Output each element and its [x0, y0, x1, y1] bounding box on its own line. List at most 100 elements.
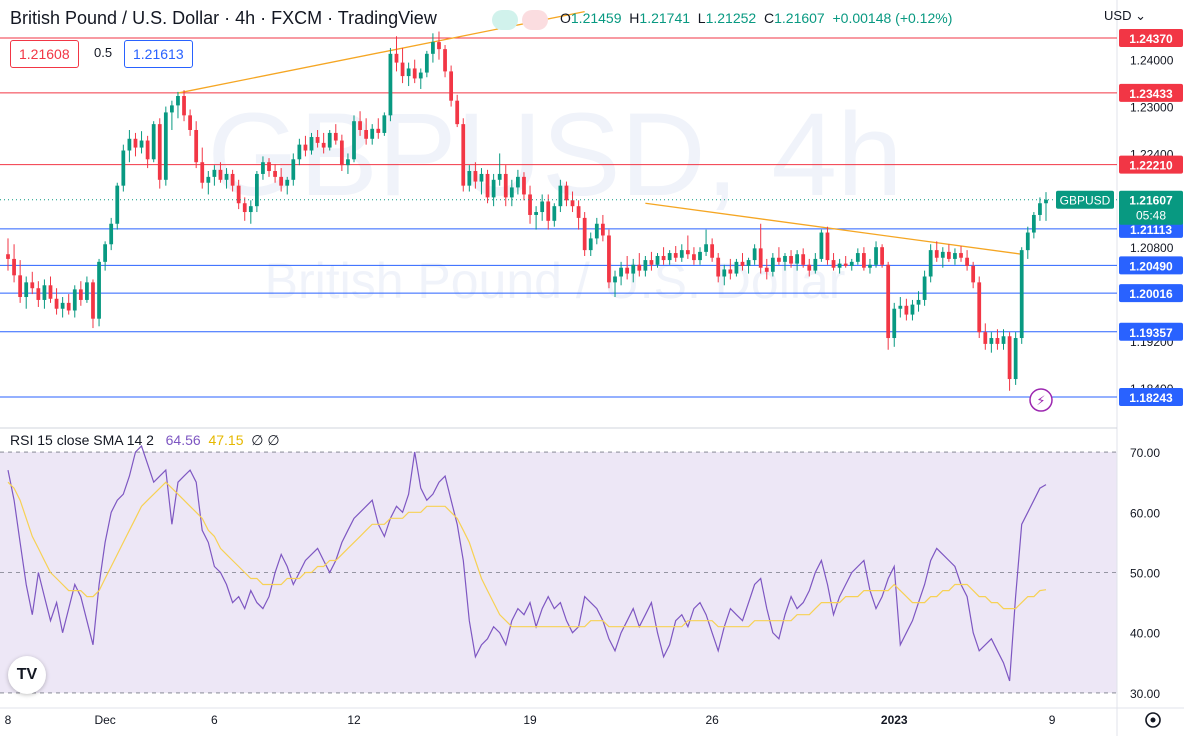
time-tick-label: 12 — [347, 713, 361, 727]
candle-body — [667, 253, 672, 261]
candle-body — [85, 282, 89, 300]
rsi-legend: RSI 15 close SMA 14 2 64.56 47.15 ∅ ∅ — [10, 432, 280, 449]
tradingview-logo[interactable]: TV — [8, 656, 46, 694]
candle-body — [437, 42, 441, 50]
candle-body — [880, 247, 884, 265]
candle-body — [473, 171, 478, 182]
lightning-glyph: ⚡ — [1036, 394, 1045, 409]
spread-value: 0.5 — [94, 45, 113, 60]
support-level-label: 1.18243 — [1129, 391, 1173, 405]
currency-label: USD — [1104, 8, 1132, 23]
candle-body — [564, 185, 569, 201]
candle-body — [18, 275, 23, 298]
last-price-label: 1.21607 — [1129, 194, 1173, 208]
last-price-label-bg — [1119, 190, 1183, 225]
candle-body — [886, 264, 891, 339]
candle-body — [734, 261, 739, 274]
candle-body — [940, 251, 945, 258]
candle-body — [370, 128, 375, 139]
candle-body — [916, 299, 921, 305]
resistance-level-label: 1.22210 — [1129, 159, 1173, 173]
candle-body — [206, 176, 211, 183]
candle-body — [443, 49, 447, 72]
candle-body — [449, 71, 454, 101]
support-level-label-bg — [1119, 256, 1183, 275]
candle-body — [382, 115, 387, 133]
candle-body — [194, 129, 199, 163]
candle-body — [133, 138, 138, 148]
chart-title: British Pound / U.S. Dollar · 4h · FXCM … — [10, 8, 437, 28]
candle-body — [267, 162, 271, 172]
eye-icon[interactable] — [492, 10, 518, 30]
candle-body — [36, 288, 41, 300]
candle-body — [777, 257, 781, 262]
trendline — [177, 10, 585, 94]
candle-body — [783, 255, 787, 262]
candle-body — [546, 201, 551, 221]
candle-body — [491, 179, 496, 198]
candle-body — [983, 332, 988, 344]
candle-body — [679, 250, 684, 258]
time-tick-label: 9 — [1049, 713, 1056, 727]
candle-body — [849, 261, 854, 266]
candle-body — [297, 144, 302, 160]
candle-body — [242, 203, 247, 213]
candle-body — [352, 121, 356, 160]
candle-body — [327, 132, 332, 148]
candle-body — [874, 247, 878, 265]
rsi-tick-label: 70.00 — [1130, 446, 1160, 460]
candle-body — [516, 176, 520, 188]
candle-body — [188, 115, 192, 130]
candle-body — [461, 124, 466, 186]
candle-body — [254, 173, 259, 207]
candle-body — [66, 302, 71, 311]
resistance-level-label-bg — [1119, 83, 1183, 102]
candle-body — [558, 185, 563, 207]
candle-body — [770, 257, 775, 272]
symbol-tag-bg — [1056, 190, 1114, 209]
candle-body — [376, 128, 381, 133]
candle-body — [637, 264, 642, 271]
symbol-tag: GBPUSD — [1060, 194, 1111, 208]
candle-body — [716, 257, 721, 277]
candle-body — [418, 72, 423, 79]
candle-body — [613, 276, 617, 283]
price-tick-label: 1.20800 — [1130, 241, 1174, 255]
candle-body — [819, 232, 824, 259]
currency-selector[interactable]: USD ⌄ — [1104, 8, 1146, 24]
open-label: O — [560, 10, 571, 26]
candle-body — [692, 254, 696, 261]
resistance-level-label-bg — [1119, 155, 1183, 174]
candle-body — [182, 96, 186, 116]
candle-body — [321, 142, 326, 148]
candle-body — [54, 298, 59, 309]
approx-icon[interactable] — [522, 10, 548, 30]
chevron-down-icon: ⌄ — [1135, 8, 1146, 23]
candle-body — [522, 176, 526, 195]
watermark-name: British Pound / U.S. Dollar — [265, 253, 846, 309]
candle-body — [333, 132, 338, 141]
candle-body — [479, 173, 484, 182]
candle-body — [837, 263, 842, 268]
candle-body — [740, 261, 745, 266]
rsi-flags: ∅ ∅ — [251, 432, 280, 448]
sell-button[interactable]: 1.21608 — [10, 40, 79, 68]
candle-body — [388, 53, 393, 116]
candle-body — [625, 267, 630, 274]
candle-body — [795, 254, 800, 264]
candle-body — [1019, 250, 1024, 339]
rsi-line — [7, 444, 1047, 682]
candle-body — [643, 260, 648, 271]
candle-body — [752, 248, 757, 261]
buy-button[interactable]: 1.21613 — [124, 40, 193, 68]
candle-body — [12, 258, 16, 276]
time-tick-label: 8 — [5, 713, 12, 727]
candle-body — [868, 264, 872, 268]
candle-body — [200, 162, 205, 183]
ohlc-readout: O1.21459 H1.21741 L1.21252 C1.21607 +0.0… — [560, 10, 952, 26]
candle-body — [534, 212, 538, 215]
visibility-toggle-icons[interactable] — [492, 10, 548, 30]
candle-body — [825, 232, 830, 261]
support-level-label: 1.21113 — [1130, 223, 1172, 237]
